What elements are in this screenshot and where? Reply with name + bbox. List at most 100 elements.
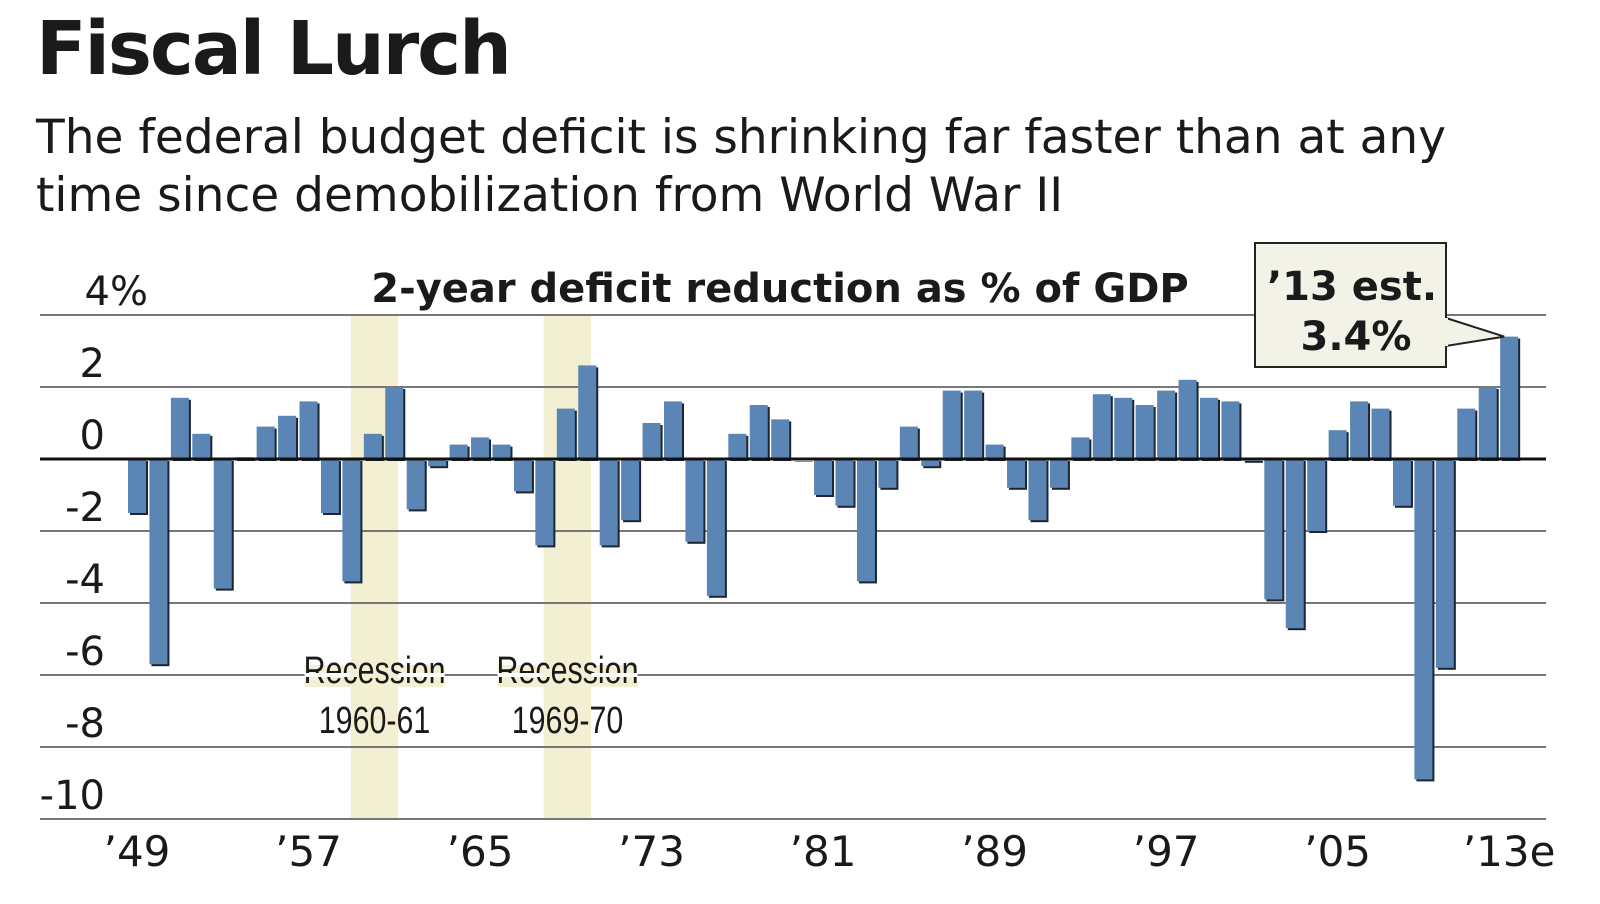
bar-1999 (1200, 397, 1218, 459)
bar-1962 (406, 459, 425, 510)
bar-2008 (1392, 459, 1411, 506)
bar-1982 (835, 459, 854, 506)
x-tick-label: ’13e (1463, 827, 1556, 876)
bar-1974 (664, 401, 682, 459)
bar-1957 (299, 401, 318, 459)
bar-1960 (363, 433, 382, 459)
bar-1961 (385, 387, 404, 459)
subtitle-line-2: time since demobilization from World War… (36, 168, 1063, 223)
bar-1984 (878, 459, 897, 488)
callout-line-2: 3.4% (1301, 314, 1412, 360)
bar-2005 (1328, 430, 1347, 459)
gridline-gap (304, 673, 351, 677)
x-tick-label: ’57 (275, 827, 342, 876)
estimate-callout: ’13 est. 3.4% (1254, 242, 1505, 368)
bar-1993 (1071, 437, 1090, 459)
callout-pointer (1445, 316, 1505, 348)
bar-1973 (642, 423, 661, 459)
callout-line-1: ’13 est. (1267, 264, 1437, 310)
bar-1992 (1049, 459, 1068, 488)
recession-label: Recession (497, 650, 639, 692)
y-tick-label: 0 (80, 413, 105, 459)
bar-1998 (1178, 379, 1197, 459)
bar-1976 (706, 459, 725, 596)
bar-1997 (1157, 390, 1176, 459)
bar-1991 (1028, 459, 1047, 521)
bar-1969 (556, 408, 575, 459)
bar-1951 (170, 397, 189, 459)
y-tick-label: -2 (65, 485, 105, 531)
bar-1996 (1135, 405, 1154, 459)
bar-2002 (1264, 459, 1283, 600)
bar-1981 (814, 459, 833, 495)
bar-1959 (342, 459, 361, 582)
y-tick-label: -6 (65, 629, 105, 675)
bar-1985 (899, 426, 918, 459)
gridline-gap (591, 673, 638, 677)
x-axis-ticks: ’49 ’57 ’65 ’73 ’81 ’89 ’97 ’05 ’13e (104, 827, 1556, 876)
x-tick-label: ’89 (961, 827, 1028, 876)
bar-1970 (578, 365, 597, 459)
bar-1967 (513, 459, 532, 492)
recession-label-bg (304, 665, 445, 687)
bar-1963 (428, 459, 447, 467)
bar-1988 (964, 390, 983, 459)
gridline-gap (497, 673, 544, 677)
bar-shadow-2001 (1244, 461, 1263, 463)
y-tick-label: 2 (80, 341, 105, 387)
gridlines (40, 314, 1546, 820)
y-tick-label: -10 (40, 773, 105, 819)
recession-annotations: Recession 1960-61 Recession 1969-70 (304, 650, 639, 742)
recession-years: 1960-61 (319, 700, 431, 742)
y-tick-label: -4 (65, 557, 105, 603)
chart-title-bg (380, 262, 1180, 310)
bar-1949 (128, 459, 146, 513)
bar-1971 (599, 459, 618, 546)
x-tick-label: ’81 (790, 827, 857, 876)
bar-2006 (1350, 401, 1369, 459)
x-tick-label: ’05 (1304, 827, 1371, 876)
bar-shadow-1980 (794, 461, 813, 462)
bar-1990 (1007, 459, 1026, 488)
bar-1989 (985, 444, 1004, 459)
bar-1956 (278, 415, 297, 459)
x-tick-label: ’97 (1133, 827, 1200, 876)
x-tick-label: ’49 (104, 827, 171, 876)
bar-1994 (1092, 394, 1111, 459)
bar-1955 (256, 426, 275, 459)
recession-label: Recession (304, 650, 446, 692)
bar-2000 (1221, 401, 1240, 459)
bar-2010 (1435, 459, 1454, 668)
bar-1987 (942, 390, 961, 459)
bar-2012 (1478, 387, 1497, 459)
chart-title: 2-year deficit reduction as % of GDP (371, 266, 1188, 312)
bar-1972 (621, 459, 640, 521)
bar-1968 (535, 459, 554, 546)
bar-2007 (1371, 408, 1390, 459)
x-tick-label: ’65 (447, 827, 514, 876)
bar-2003 (1285, 459, 1304, 629)
bar-2013 (1500, 336, 1519, 459)
bar-1977 (728, 433, 747, 459)
bar-1964 (449, 444, 468, 459)
gridline-gap (398, 673, 445, 677)
recession-years: 1969-70 (512, 700, 624, 742)
recession-label-bg (497, 665, 638, 687)
bar-1965 (471, 437, 490, 459)
bars (128, 336, 1521, 782)
bar-1978 (749, 405, 768, 459)
bar-1952 (192, 433, 211, 459)
bar-2011 (1457, 408, 1476, 459)
bar-1975 (685, 459, 704, 542)
bar-1995 (1114, 397, 1133, 459)
y-tick-label: -8 (65, 701, 105, 747)
bar-2009 (1414, 459, 1433, 780)
callout-joint (1440, 318, 1448, 346)
chart-headline: Fiscal Lurch (36, 6, 510, 92)
callout-box (1254, 242, 1447, 368)
bar-1983 (856, 459, 875, 582)
bar-1958 (320, 459, 339, 513)
bar-1953 (213, 459, 232, 589)
bar-1979 (771, 419, 790, 459)
